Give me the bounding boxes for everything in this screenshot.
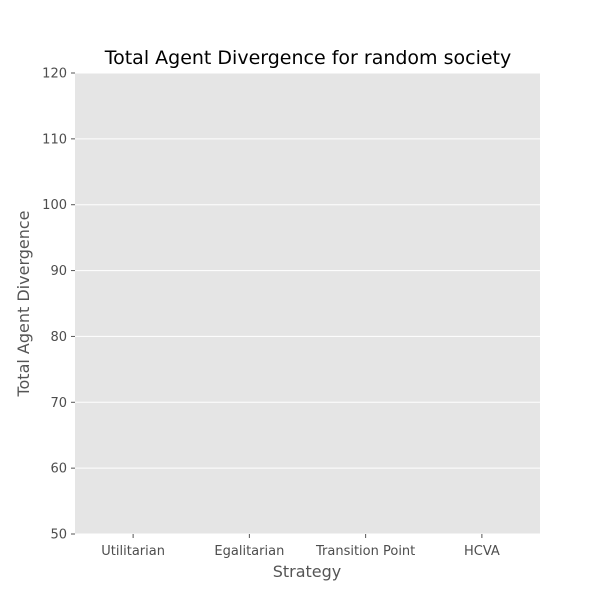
x-tick-label: Egalitarian (214, 544, 284, 559)
x-tick-label: Transition Point (315, 544, 415, 559)
x-tick-label: HCVA (464, 544, 500, 559)
y-tick-label: 120 (42, 67, 67, 82)
y-tick-label: 100 (42, 198, 67, 213)
x-axis-label: Strategy (273, 562, 342, 581)
chart-title: Total Agent Divergence for random societ… (104, 47, 512, 69)
plot-area (75, 73, 540, 534)
x-axis: Utilitarian Egalitarian Transition Point HC… (101, 534, 500, 559)
y-axis-label: Total Agent Divergence (14, 210, 33, 397)
grid-lines (75, 72, 540, 535)
y-tick-label: 80 (50, 330, 67, 345)
y-tick-label: 110 (42, 132, 67, 147)
x-tick-label: Utilitarian (101, 544, 165, 559)
y-tick-label: 50 (50, 528, 67, 543)
y-tick-label: 60 (50, 462, 67, 477)
y-tick-label: 70 (50, 396, 67, 411)
y-axis: 50 60 70 80 90 100 110 120 (42, 67, 75, 543)
y-tick-label: 90 (50, 264, 67, 279)
